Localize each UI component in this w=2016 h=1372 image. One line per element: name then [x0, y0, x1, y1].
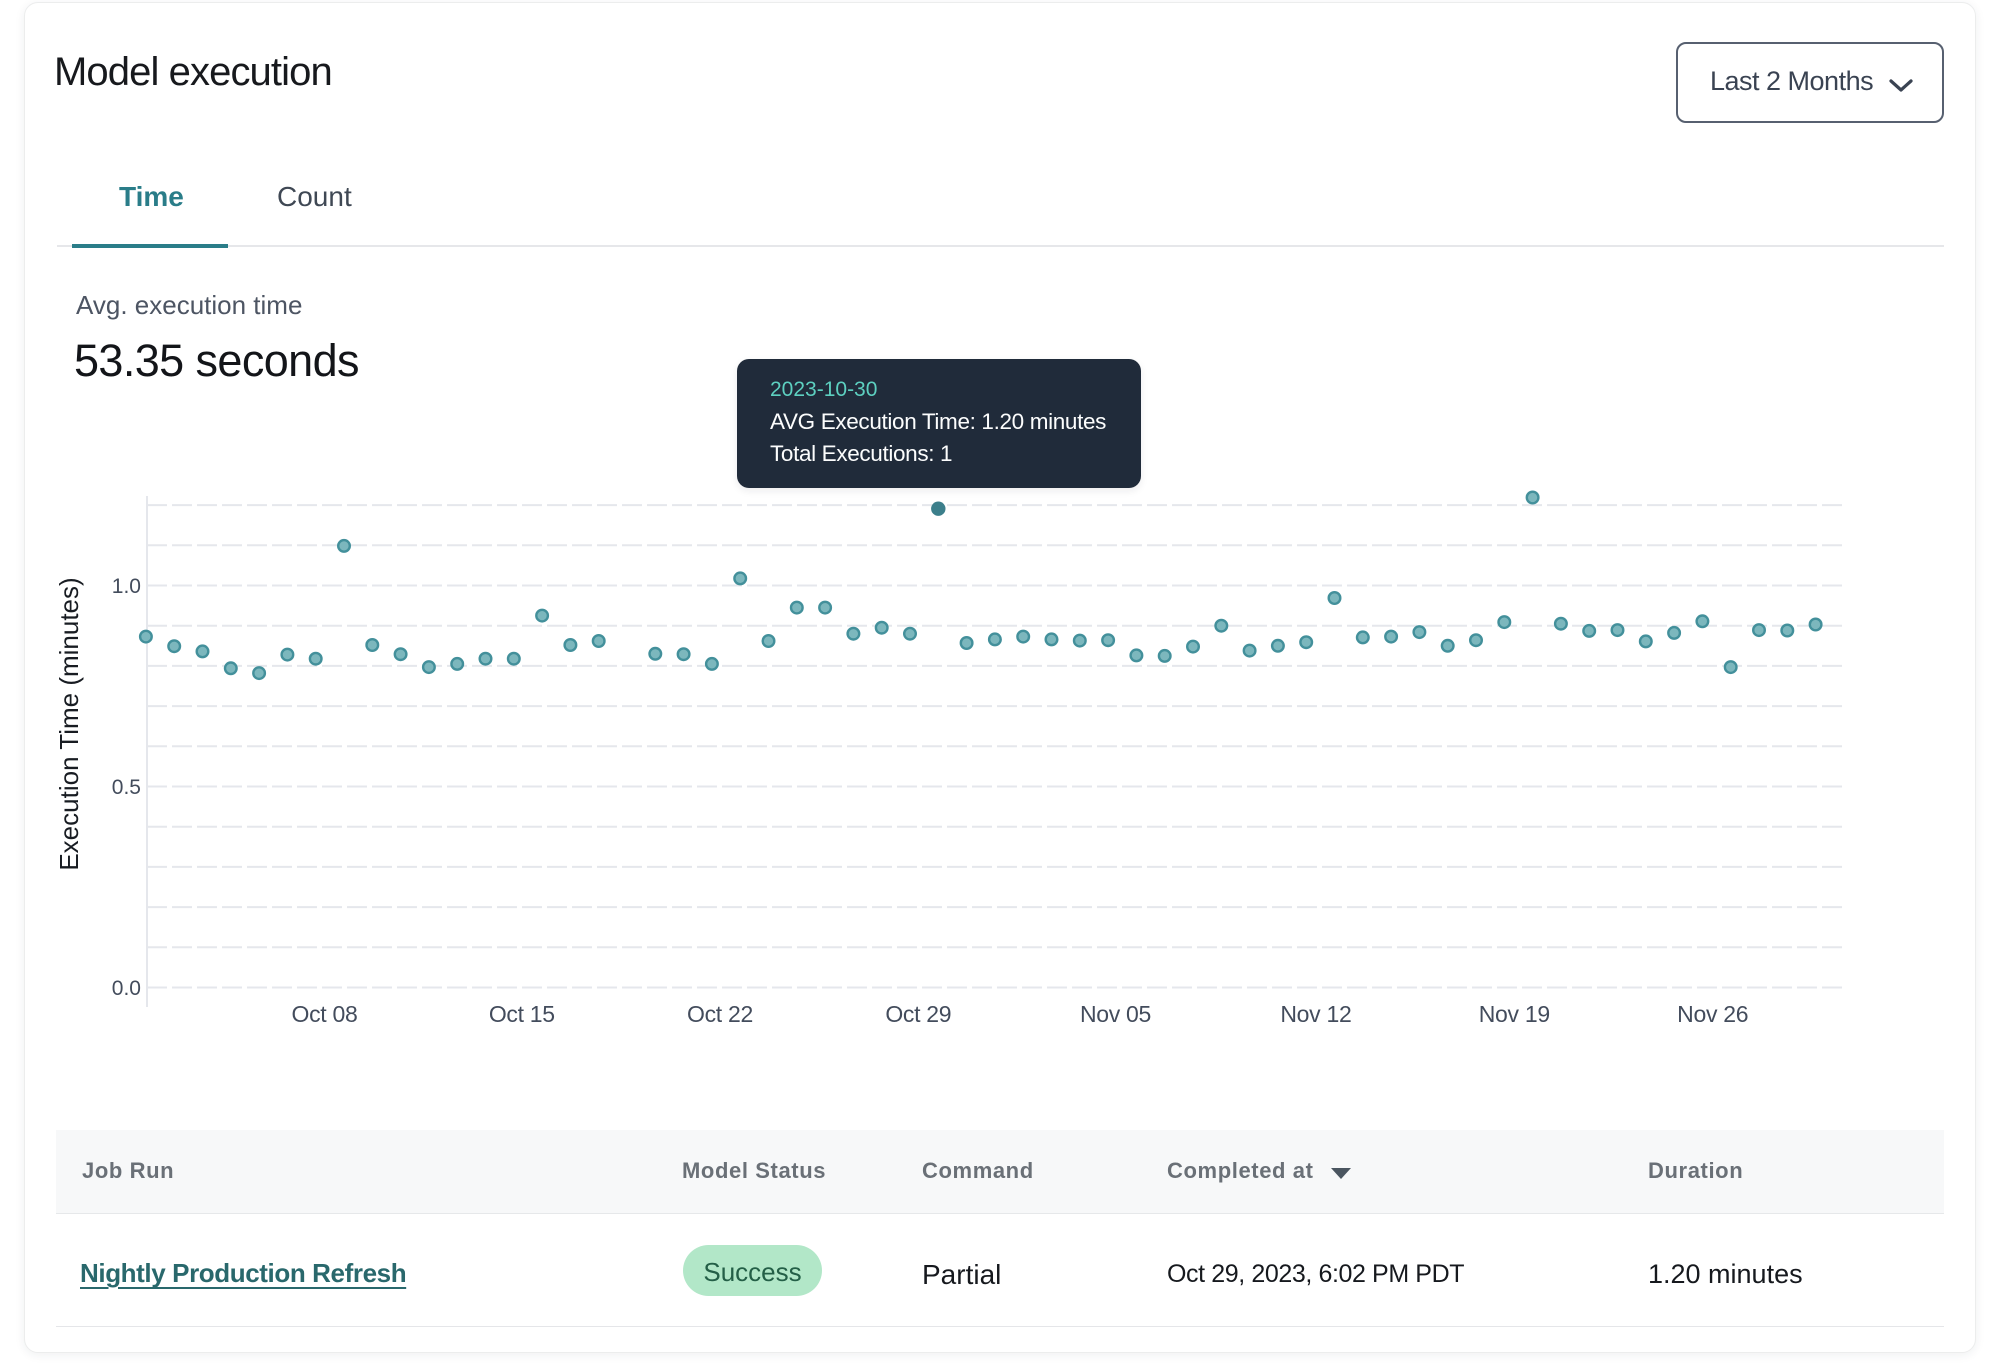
svg-text:Oct 29: Oct 29	[885, 1001, 951, 1027]
svg-text:Oct 22: Oct 22	[687, 1001, 753, 1027]
svg-text:Execution Time (minutes): Execution Time (minutes)	[54, 577, 84, 870]
svg-text:Oct 15: Oct 15	[489, 1001, 555, 1027]
svg-text:Nov 12: Nov 12	[1280, 1001, 1351, 1027]
svg-text:Nov 05: Nov 05	[1080, 1001, 1151, 1027]
svg-text:0.0: 0.0	[112, 977, 141, 1000]
svg-text:Oct 08: Oct 08	[292, 1001, 358, 1027]
svg-text:Nov 19: Nov 19	[1479, 1001, 1550, 1027]
svg-text:1.0: 1.0	[112, 575, 141, 598]
svg-text:Nov 26: Nov 26	[1677, 1001, 1748, 1027]
svg-text:0.5: 0.5	[112, 776, 141, 799]
